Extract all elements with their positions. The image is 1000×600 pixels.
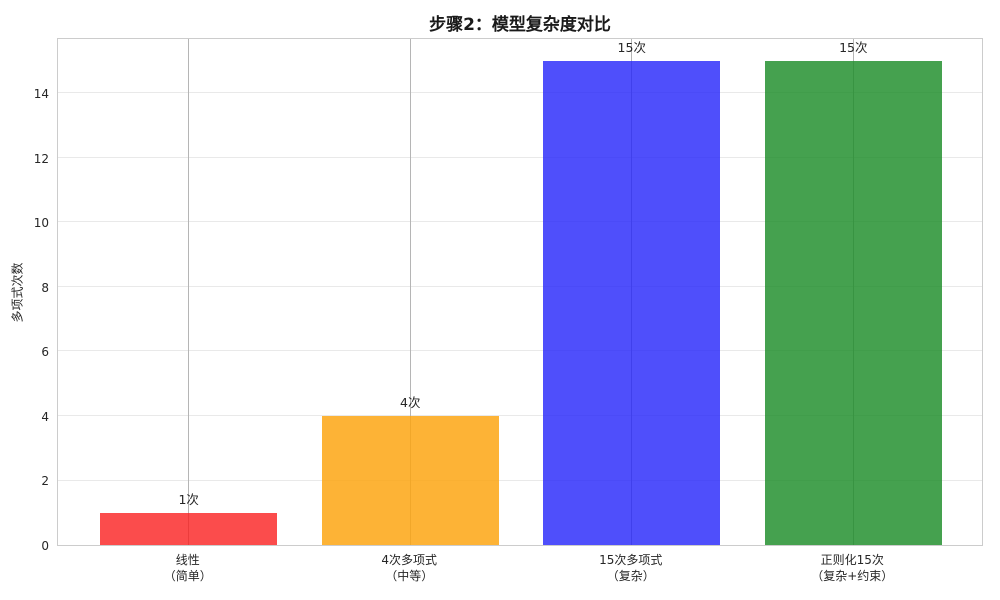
- y-tick-label: 0: [41, 539, 49, 553]
- chart-title: 步骤2：模型复杂度对比: [429, 15, 611, 35]
- gridline-horizontal: [58, 414, 982, 416]
- y-tick-label: 14: [33, 87, 49, 102]
- plot-area: 1次 4次 15次 15次: [57, 38, 983, 546]
- bar-3: [543, 61, 721, 545]
- gridline-vertical: [188, 39, 190, 545]
- gridline-horizontal: [58, 350, 982, 352]
- y-tick-label: 8: [41, 280, 49, 295]
- x-tick-label: 线性 （简单）: [163, 553, 212, 583]
- bar-2: [321, 415, 499, 545]
- bar-value-label: 1次: [178, 491, 199, 507]
- bar-1: [100, 512, 278, 545]
- x-tick-label: 正则化15次 （复杂+约束）: [811, 553, 894, 583]
- gridline-horizontal: [58, 285, 982, 287]
- x-tick-label: 15次多项式 （复杂）: [599, 553, 663, 583]
- gridline-horizontal: [58, 156, 982, 158]
- y-tick-label: 6: [41, 345, 49, 360]
- x-tick-label: 4次多项式 （中等）: [381, 553, 438, 583]
- gridline-horizontal: [58, 479, 982, 481]
- bar-4: [764, 61, 942, 545]
- gridline-horizontal: [58, 92, 982, 94]
- bar-value-label: 4次: [400, 394, 421, 410]
- y-tick-label: 4: [41, 409, 49, 424]
- gridline-horizontal: [58, 221, 982, 223]
- y-tick-label: 10: [33, 216, 49, 231]
- bar-value-label: 15次: [839, 40, 868, 56]
- gridline-vertical: [409, 39, 411, 545]
- bar-value-label: 15次: [617, 40, 646, 56]
- y-tick-label: 12: [33, 151, 49, 166]
- y-tick-label: 2: [41, 474, 49, 489]
